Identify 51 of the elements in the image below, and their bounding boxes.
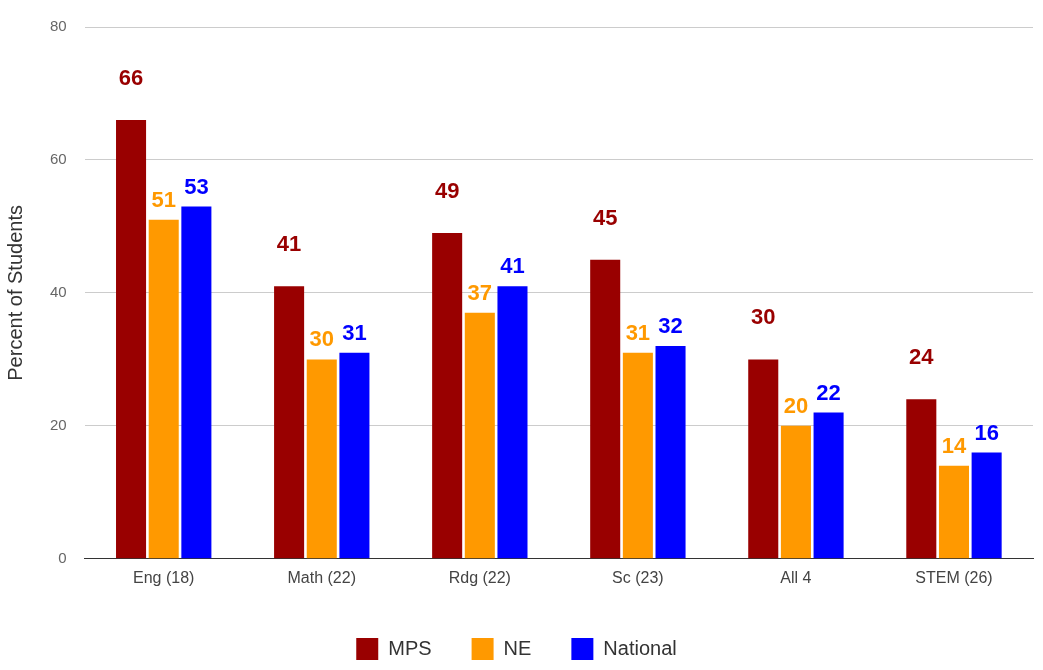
data-label: 16 bbox=[974, 419, 999, 445]
legend-label: NE bbox=[503, 636, 532, 659]
data-label: 66 bbox=[118, 65, 144, 91]
bar bbox=[748, 359, 779, 559]
bar bbox=[432, 233, 463, 559]
data-label: 24 bbox=[909, 344, 935, 370]
y-tick-label: 60 bbox=[50, 150, 67, 168]
bar bbox=[116, 120, 147, 559]
data-label: 45 bbox=[592, 204, 618, 230]
x-tick-label: Rdg (22) bbox=[448, 568, 511, 586]
bar bbox=[306, 359, 337, 559]
bar bbox=[274, 286, 305, 559]
bar bbox=[813, 412, 844, 559]
bar bbox=[938, 465, 969, 559]
data-label: 53 bbox=[184, 173, 209, 199]
data-label: 31 bbox=[342, 319, 367, 345]
data-label: 41 bbox=[276, 231, 302, 257]
x-tick-label: All 4 bbox=[780, 568, 812, 586]
data-label: 14 bbox=[941, 432, 967, 458]
data-label: 51 bbox=[151, 186, 176, 212]
legend-label: National bbox=[603, 636, 677, 659]
bar bbox=[622, 352, 653, 559]
y-tick-label: 20 bbox=[50, 415, 67, 433]
bar bbox=[339, 352, 370, 559]
bar bbox=[497, 286, 528, 559]
data-label: 30 bbox=[751, 304, 776, 330]
bar bbox=[906, 399, 937, 559]
bar bbox=[464, 312, 495, 559]
bar bbox=[655, 346, 686, 559]
y-tick-label: 40 bbox=[50, 283, 67, 301]
data-label: 31 bbox=[625, 319, 651, 345]
data-label: 49 bbox=[434, 178, 460, 204]
data-label: 32 bbox=[658, 313, 683, 339]
bar bbox=[590, 259, 621, 559]
y-tick-label: 80 bbox=[50, 17, 67, 35]
y-tick-label: 0 bbox=[58, 548, 67, 566]
data-label: 22 bbox=[816, 379, 841, 405]
x-tick-label: Sc (23) bbox=[612, 568, 664, 586]
y-axis-title: Percent of Students bbox=[3, 205, 26, 381]
data-label: 20 bbox=[783, 392, 809, 418]
data-label: 30 bbox=[309, 326, 335, 352]
bar bbox=[971, 452, 1002, 559]
data-label: 37 bbox=[467, 279, 493, 305]
legend-label: MPS bbox=[388, 636, 432, 659]
bar bbox=[148, 219, 179, 559]
x-tick-label: Math (22) bbox=[287, 568, 356, 586]
bar bbox=[181, 206, 212, 559]
bar bbox=[780, 425, 811, 559]
data-label: 41 bbox=[500, 253, 525, 279]
x-tick-label: Eng (18) bbox=[133, 568, 195, 586]
x-tick-label: STEM (26) bbox=[915, 568, 993, 586]
